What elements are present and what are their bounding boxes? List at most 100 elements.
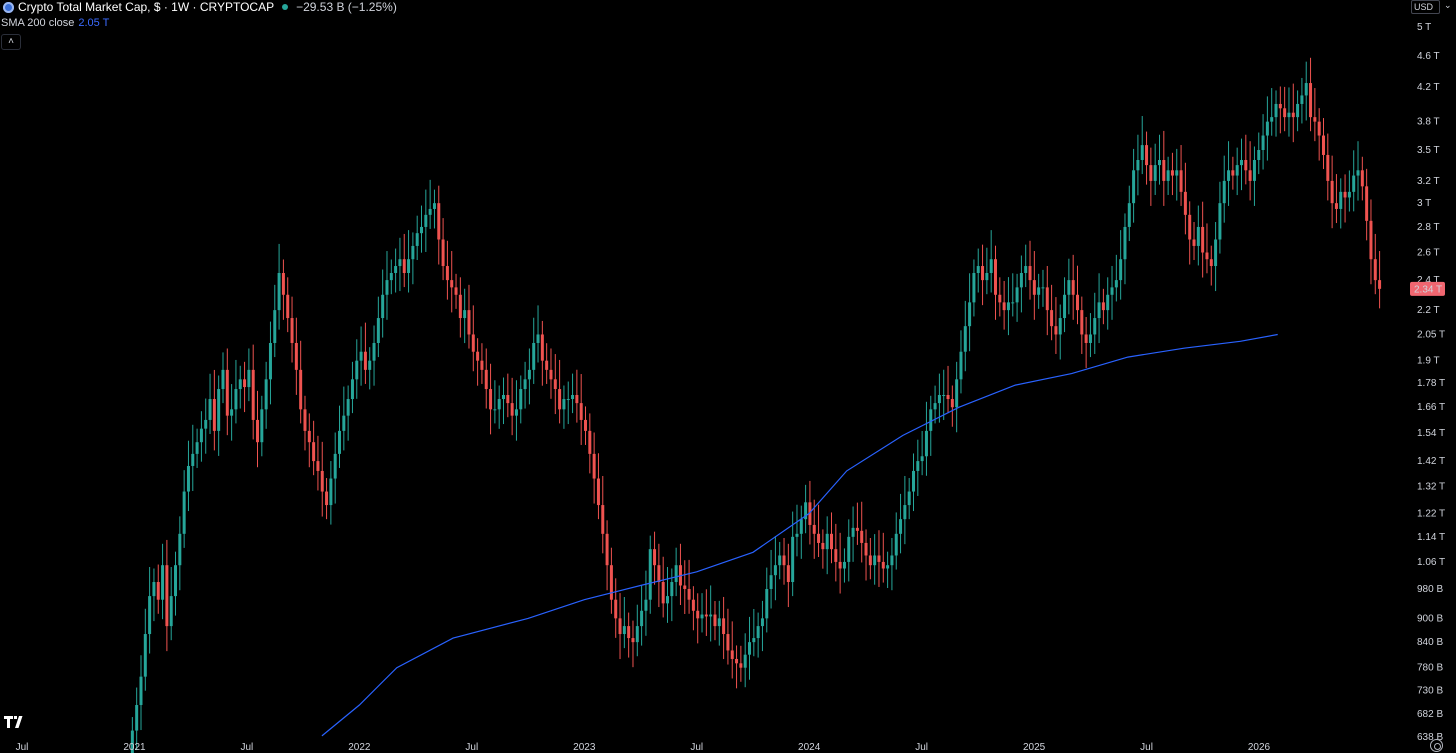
candle bbox=[1075, 294, 1079, 311]
candle bbox=[148, 596, 152, 635]
candle bbox=[842, 561, 846, 569]
candle bbox=[1140, 145, 1144, 160]
chevron-down-icon[interactable]: ⌄ bbox=[1444, 0, 1452, 10]
candle bbox=[1227, 170, 1231, 181]
candle bbox=[1339, 191, 1343, 209]
candle bbox=[1015, 287, 1019, 303]
candle bbox=[735, 658, 739, 664]
candle bbox=[1222, 180, 1226, 204]
candle bbox=[929, 409, 933, 431]
candle bbox=[1166, 170, 1170, 181]
candle bbox=[204, 419, 208, 429]
price-tick-label: 3.2 T bbox=[1417, 176, 1440, 187]
candle bbox=[808, 502, 812, 525]
candle bbox=[704, 614, 708, 617]
candle bbox=[860, 530, 864, 543]
candle bbox=[230, 409, 234, 416]
time-axis[interactable]: Jul 2021 Jul 2022 Jul 2023 Jul 2024 Jul 2025 Jul 20… bbox=[16, 742, 1271, 753]
candle bbox=[1274, 103, 1278, 118]
price-axis[interactable]: 5 T 4.6 T 4.2 T 3.8 T 3.5 T 3.2 T 3 T 2.8 T 2.6 … bbox=[1410, 22, 1445, 743]
candle bbox=[1309, 83, 1313, 118]
candle bbox=[644, 599, 648, 611]
candle bbox=[199, 428, 203, 443]
candle bbox=[1097, 302, 1101, 319]
currency-select[interactable]: USD bbox=[1411, 0, 1440, 14]
candle bbox=[791, 536, 795, 583]
candle bbox=[739, 663, 743, 668]
candle bbox=[338, 430, 342, 454]
price-tick-label: 840 B bbox=[1417, 637, 1443, 648]
candle bbox=[540, 334, 544, 361]
time-tick-label: 2025 bbox=[1023, 742, 1046, 753]
candle bbox=[1006, 302, 1010, 311]
candle bbox=[614, 599, 618, 619]
candle bbox=[532, 342, 536, 370]
candle bbox=[428, 208, 432, 215]
candle bbox=[1123, 226, 1127, 260]
indicator-value: 2.05 T bbox=[78, 17, 110, 29]
candle bbox=[1231, 170, 1235, 176]
candle bbox=[765, 588, 769, 619]
candle bbox=[1067, 280, 1071, 295]
price-tick-label: 730 B bbox=[1417, 686, 1443, 697]
candle bbox=[437, 203, 441, 240]
collapse-legend-button[interactable]: ˄ bbox=[1, 34, 21, 50]
indicator-legend[interactable]: SMA 200 close 2.05 T bbox=[1, 17, 109, 29]
candle bbox=[924, 430, 928, 457]
candle bbox=[579, 403, 583, 420]
candle bbox=[1248, 170, 1252, 181]
candle bbox=[592, 453, 596, 479]
candle bbox=[1119, 259, 1123, 281]
candle bbox=[743, 654, 747, 668]
time-tick-label: Jul bbox=[465, 742, 478, 753]
candle bbox=[1283, 108, 1287, 118]
candle bbox=[1149, 165, 1153, 181]
candle bbox=[1265, 121, 1269, 136]
candle bbox=[972, 273, 976, 303]
candle bbox=[799, 519, 803, 534]
candle bbox=[221, 369, 225, 390]
candle bbox=[493, 409, 497, 411]
candle bbox=[251, 369, 255, 420]
candle bbox=[1179, 170, 1183, 192]
price-tick-label: 1.66 T bbox=[1417, 402, 1445, 413]
candle bbox=[618, 618, 622, 635]
candle bbox=[726, 634, 730, 651]
candle bbox=[899, 519, 903, 534]
time-tick-label: Jul bbox=[915, 742, 928, 753]
candle bbox=[411, 245, 415, 260]
time-tick-label: Jul bbox=[241, 742, 254, 753]
candle bbox=[234, 389, 238, 410]
time-tick-label: Jul bbox=[690, 742, 703, 753]
candle bbox=[307, 430, 311, 443]
candle bbox=[1114, 280, 1118, 288]
candle bbox=[687, 588, 691, 600]
candle bbox=[640, 610, 644, 627]
candle bbox=[1261, 135, 1265, 151]
chart-legend: Crypto Total Market Cap, $ · 1W · CRYPTO… bbox=[0, 0, 397, 14]
settings-icon[interactable] bbox=[1430, 739, 1443, 752]
candle bbox=[260, 409, 264, 443]
candle bbox=[1317, 121, 1321, 136]
market-status-icon bbox=[282, 4, 289, 10]
candle bbox=[968, 302, 972, 327]
candle bbox=[312, 442, 316, 462]
candle bbox=[277, 273, 281, 311]
candle bbox=[398, 259, 402, 267]
candle bbox=[441, 239, 445, 267]
candle bbox=[782, 555, 786, 566]
candle bbox=[480, 360, 484, 370]
candle bbox=[1235, 165, 1239, 176]
candle bbox=[519, 389, 523, 410]
candle bbox=[385, 280, 389, 295]
candle bbox=[139, 676, 143, 706]
price-tick-label: 1.22 T bbox=[1417, 508, 1445, 519]
indicator-label: SMA 200 close bbox=[1, 17, 75, 29]
candle bbox=[916, 461, 920, 471]
candle bbox=[946, 394, 950, 400]
candle bbox=[838, 561, 842, 569]
candle bbox=[225, 369, 229, 416]
candle bbox=[1334, 203, 1338, 209]
candle bbox=[161, 565, 165, 600]
